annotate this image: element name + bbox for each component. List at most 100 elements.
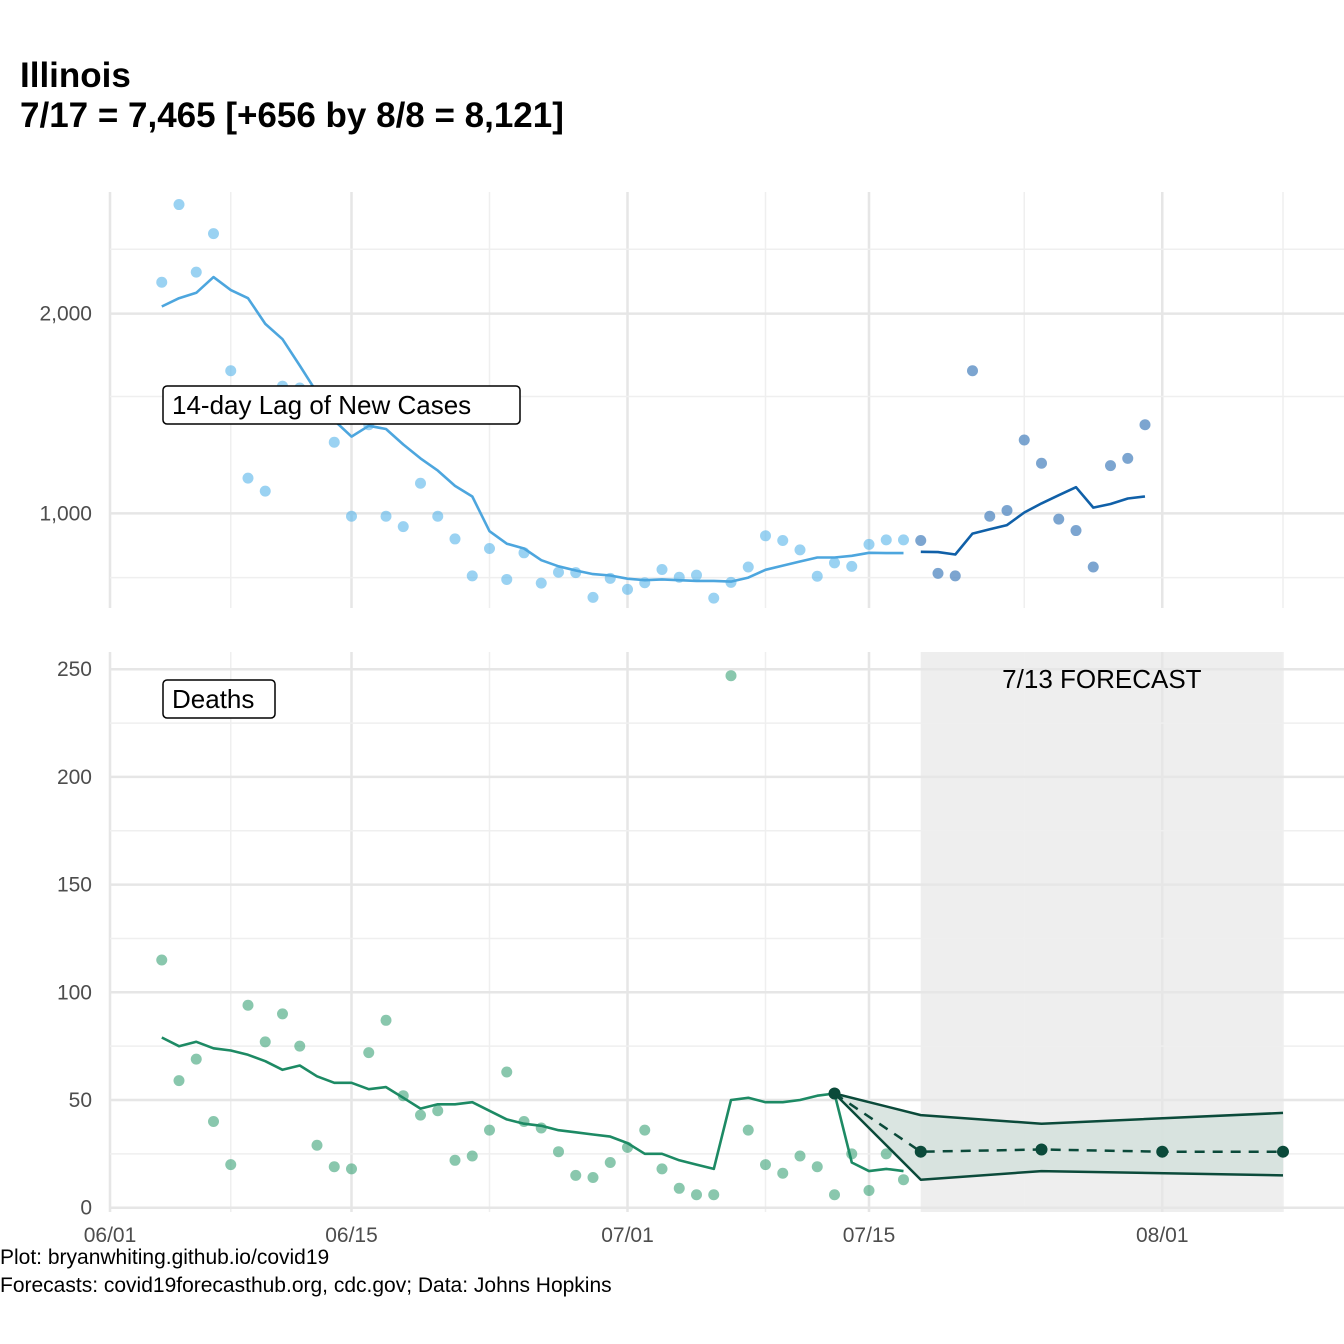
case-recent-point <box>1018 434 1030 446</box>
case-point <box>173 199 185 211</box>
case-recent-point <box>1105 460 1116 472</box>
case-point <box>190 266 202 278</box>
death-point <box>829 1189 840 1201</box>
case-point <box>898 534 909 546</box>
death-point <box>742 1124 754 1136</box>
case-point <box>846 560 858 572</box>
forecast-interval-band <box>834 1093 1283 1180</box>
death-point <box>311 1139 323 1151</box>
title-state: Illinois <box>20 56 131 95</box>
death-point <box>225 1159 237 1171</box>
label-box-frame <box>162 385 521 425</box>
death-trend-line <box>161 1036 904 1173</box>
deaths-panel: 0 50 100 150 200 250 7/13 FORECAST Deaths <box>57 652 1344 1220</box>
title-summary: 7/17 = 7,465 [+656 by 8/8 = 8,121] <box>20 96 564 135</box>
x-axis: 06/01 06/15 07/01 07/15 08/01 <box>84 1224 1189 1247</box>
y-tick-label: 2,000 <box>39 303 92 326</box>
chart-title: Illinois 7/17 = 7,465 [+656 by 8/8 = 8,1… <box>20 56 564 136</box>
case-point <box>346 510 357 522</box>
death-point <box>363 1047 375 1059</box>
case-recent-point <box>915 535 927 547</box>
death-point <box>466 1150 478 1162</box>
cases-panel: 1,000 2,000 14-day Lag of New Cases <box>39 192 1344 608</box>
case-recent-trend-line <box>920 485 1146 556</box>
death-point <box>553 1146 564 1158</box>
case-point <box>777 535 789 547</box>
x-tick-label: 08/01 <box>1136 1224 1189 1247</box>
death-point <box>898 1174 909 1186</box>
case-point <box>742 561 754 573</box>
death-point <box>570 1169 582 1181</box>
cases-panel-label-box: 14-day Lag of New Cases <box>162 385 521 425</box>
case-point <box>811 570 823 582</box>
death-point <box>259 1036 271 1048</box>
case-recent-point <box>1122 452 1134 464</box>
x-tick-label: 07/01 <box>601 1224 654 1247</box>
case-point <box>449 533 461 545</box>
death-point <box>501 1066 513 1078</box>
death-point <box>208 1116 219 1128</box>
death-point <box>639 1124 651 1136</box>
case-point <box>432 510 444 522</box>
y-tick-label: 200 <box>57 766 92 789</box>
forecast-upper-line <box>834 1092 1284 1125</box>
caption-plot-source: Plot: bryanwhiting.github.io/covid19 <box>0 1246 330 1269</box>
caption-data-source: Forecasts: covid19forecasthub.org, cdc.g… <box>0 1274 612 1297</box>
death-point <box>415 1109 426 1121</box>
case-point <box>208 228 219 240</box>
case-point <box>501 573 513 585</box>
case-recent-point <box>949 570 961 582</box>
forecast-point <box>1035 1143 1048 1156</box>
case-recent-point <box>1036 457 1047 469</box>
x-tick-label: 06/15 <box>325 1224 378 1247</box>
case-point <box>156 276 168 288</box>
case-point <box>535 577 547 589</box>
death-point <box>587 1172 599 1184</box>
death-point <box>156 954 168 966</box>
forecast-point <box>1277 1145 1289 1158</box>
case-point <box>587 591 599 603</box>
death-point <box>328 1161 340 1173</box>
case-recent-point <box>1053 513 1065 525</box>
death-point <box>725 670 737 682</box>
death-point <box>242 999 254 1011</box>
case-point <box>794 544 806 556</box>
death-point <box>760 1159 771 1171</box>
case-point <box>691 569 702 581</box>
deaths-panel-label-box: Deaths <box>162 679 276 719</box>
death-point <box>794 1150 806 1162</box>
cases-panel-label: 14-day Lag of New Cases <box>172 390 471 420</box>
y-tick-label: 0 <box>80 1197 92 1220</box>
label-box-frame <box>162 679 276 719</box>
death-point <box>449 1154 461 1166</box>
case-point <box>880 534 892 546</box>
death-point <box>863 1184 875 1196</box>
case-point <box>760 530 771 542</box>
case-trend-line <box>161 275 904 583</box>
death-point <box>173 1075 185 1087</box>
death-point <box>708 1189 720 1201</box>
forecast-point <box>914 1145 927 1158</box>
case-point <box>259 485 271 497</box>
y-tick-label: 150 <box>57 874 92 897</box>
death-point <box>190 1053 202 1065</box>
case-point <box>484 543 495 555</box>
case-recent-point <box>1001 504 1013 516</box>
case-recent-point <box>1070 525 1082 537</box>
case-point <box>656 563 668 575</box>
case-point <box>466 570 478 582</box>
death-point <box>346 1163 357 1175</box>
caption: Plot: bryanwhiting.github.io/covid19 For… <box>0 1244 612 1300</box>
x-tick-label: 07/15 <box>843 1224 896 1247</box>
case-point <box>415 477 426 489</box>
forecast-point <box>1156 1145 1169 1158</box>
death-point <box>656 1163 668 1175</box>
death-point <box>432 1105 444 1117</box>
case-recent-point <box>967 365 978 377</box>
forecast-point <box>828 1087 841 1100</box>
y-tick-label: 100 <box>57 981 92 1004</box>
forecast-lower-line <box>833 1092 1284 1181</box>
y-tick-label: 1,000 <box>39 502 92 525</box>
case-point <box>708 592 720 604</box>
case-recent-point <box>1139 419 1151 431</box>
